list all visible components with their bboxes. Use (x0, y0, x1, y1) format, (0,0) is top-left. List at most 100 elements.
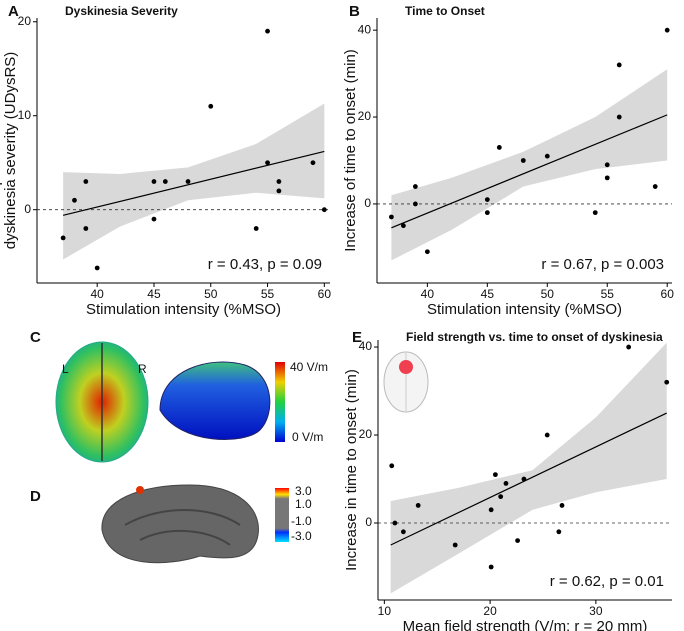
y-tick-label: 0 (365, 515, 372, 529)
panel-c: C L R 40 V/m 0 V/m (30, 329, 328, 463)
inset-brain (383, 351, 429, 413)
point (276, 179, 282, 184)
point (412, 201, 418, 207)
point (616, 62, 622, 68)
y-axis-title: Improvement in (0, 99, 3, 202)
hotspot (136, 486, 144, 494)
point (400, 223, 406, 229)
colorbar (275, 362, 285, 442)
point (208, 103, 214, 109)
point (515, 538, 520, 544)
point (415, 503, 421, 508)
panel-label: B (349, 3, 360, 20)
chart-title: Dyskinesia Severity (65, 4, 178, 18)
regression-line (62, 150, 325, 216)
x-tick-label: 55 (261, 287, 275, 301)
point (556, 529, 562, 535)
chart-title: Field strength vs. time to onset of dysk… (406, 330, 663, 344)
x-tick-label: 40 (91, 287, 105, 301)
colorbar (275, 488, 289, 542)
x-tick-label: 10 (378, 604, 392, 618)
hemisphere-label: R (138, 362, 147, 376)
point (664, 27, 670, 33)
y-tick-label: 20 (359, 427, 373, 441)
point (94, 265, 100, 271)
point (265, 28, 270, 34)
point (626, 344, 632, 350)
point (83, 179, 89, 184)
point (616, 114, 622, 120)
point (492, 472, 498, 478)
x-tick-label: 60 (318, 287, 332, 301)
point (488, 564, 494, 570)
annotation: r = 0.43, p = 0.09 (208, 256, 322, 273)
confidence-band (63, 103, 325, 260)
colorbar-label: 3.0 (295, 484, 312, 498)
point (424, 249, 430, 255)
colorbar-label: -1.0 (291, 514, 312, 528)
colorbar-label: -3.0 (291, 529, 312, 543)
brain-sagittal-view (159, 361, 271, 440)
point (652, 184, 658, 189)
point (151, 216, 157, 222)
x-tick-label: 55 (601, 287, 615, 301)
point (265, 160, 270, 166)
y-tick-label: 0 (364, 196, 371, 210)
point (185, 179, 191, 184)
point (544, 432, 550, 438)
colorbar-label: 0 V/m (292, 430, 323, 444)
point (60, 235, 66, 241)
sulci (124, 509, 241, 546)
y-tick-label: 20 (18, 14, 32, 28)
y-tick-label: 20 (358, 109, 372, 123)
annotation: r = 0.62, p = 0.01 (550, 573, 664, 590)
point (412, 184, 418, 189)
colorbar-label: 40 V/m (290, 360, 328, 374)
panel-label: C (30, 329, 41, 346)
point (253, 226, 259, 231)
x-tick-label: 45 (147, 287, 161, 301)
point (83, 226, 89, 231)
point (389, 463, 395, 469)
x-tick-label: 50 (541, 287, 555, 301)
point (276, 188, 282, 194)
point (310, 160, 316, 166)
point (484, 210, 490, 216)
x-tick-label: 60 (661, 287, 675, 301)
point (151, 179, 157, 184)
x-axis-title: Stimulation intensity (%MSO) (86, 301, 281, 318)
point (664, 379, 670, 385)
chart-title: Time to Onset (405, 4, 485, 18)
regression-line (390, 412, 667, 546)
point (484, 197, 490, 202)
colorbar-label: 1.0 (295, 497, 312, 511)
point (72, 197, 77, 203)
scatter-chart: A Dyskinesia Severity 40 45 50 55 60 0 10 20 Stimu… (0, 3, 331, 318)
y-axis-title: dyskinesia severity (UDysRS) (2, 52, 19, 250)
panel-label: D (30, 488, 41, 505)
x-tick-label: 20 (483, 604, 497, 618)
panel-label: A (8, 3, 19, 20)
annotation: r = 0.67, p = 0.003 (541, 256, 664, 273)
y-axis-title: Increase in time to onset (min) (343, 369, 360, 571)
point (559, 503, 565, 508)
point (388, 214, 394, 220)
point (321, 207, 327, 213)
hemisphere-label: L (62, 362, 69, 376)
y-tick-label: 40 (358, 22, 372, 36)
confidence-band (390, 342, 667, 594)
scatter-chart: E Field strength vs. time to onset of dys… (343, 329, 672, 631)
panel-label: E (352, 329, 362, 346)
y-tick-label: 0 (24, 202, 31, 216)
y-tick-label: 10 (18, 108, 32, 122)
point (488, 507, 494, 513)
point (604, 162, 610, 168)
x-tick-label: 50 (204, 287, 218, 301)
x-axis-title: Stimulation intensity (%MSO) (427, 301, 622, 318)
point (392, 520, 398, 526)
point (592, 210, 598, 216)
inset-target (399, 360, 413, 374)
x-tick-label: 40 (421, 287, 435, 301)
y-tick-label: 40 (359, 339, 373, 353)
point (604, 175, 610, 181)
